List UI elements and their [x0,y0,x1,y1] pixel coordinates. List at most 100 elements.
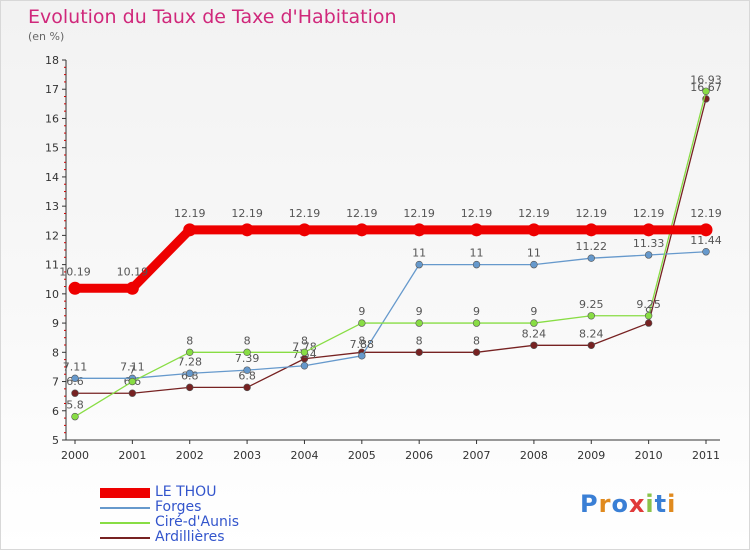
logo-letter: P [580,490,599,518]
data-label-ardillieres: 9 [645,305,652,318]
series-line-ardillieres [74,98,707,394]
data-point-forges [472,260,481,269]
data-label-ardillieres: 8 [416,334,423,347]
y-tick-label: 10 [45,288,59,301]
data-point-cire-d-aunis [128,377,137,386]
x-tick-label: 2002 [176,449,204,462]
y-tick-label: 6 [52,405,59,418]
y-tick-label: 7 [52,376,59,389]
x-tick-label: 2003 [233,449,261,462]
data-point-cire-d-aunis [702,87,710,95]
data-label-cire-d-aunis: 9 [473,305,480,318]
y-tick-label: 8 [52,346,59,359]
data-label-le-thou: 12.19 [289,207,321,220]
data-point-forges [587,254,595,262]
data-label-cire-d-aunis: 8 [301,334,308,347]
data-point-le-thou [125,281,139,295]
y-tick-label: 5 [52,434,59,447]
logo-letter: r [598,490,612,518]
y-tick-label: 12 [45,229,59,242]
chart-unit-label: (en %) [28,30,65,43]
x-tick-label: 2001 [118,449,146,462]
x-tick-label: 2007 [463,449,491,462]
legend-label-le-thou: LE THOU [155,484,217,500]
data-point-ardillieres [415,348,423,357]
data-point-cire-d-aunis [243,348,251,357]
data-label-cire-d-aunis: 8 [186,334,193,347]
data-label-ardillieres: 16.67 [690,81,722,94]
data-point-ardillieres [587,341,595,349]
data-label-cire-d-aunis: 9 [358,305,365,318]
data-label-le-thou: 12.19 [633,207,665,220]
data-label-ardillieres: 8 [358,334,365,347]
data-point-cire-d-aunis [358,319,366,327]
data-point-forges [243,366,251,374]
y-tick-label: 17 [45,83,59,96]
series-line-le-thou [70,225,711,293]
data-label-forges: 7.39 [235,352,260,365]
data-point-le-thou [699,223,713,237]
data-point-cire-d-aunis [644,312,653,320]
x-tick-label: 2006 [405,449,433,462]
legend-swatch-le-thou [100,487,150,498]
data-label-le-thou: 12.19 [576,207,608,220]
legend-label-ardillieres: Ardillières [155,529,225,545]
data-label-forges: 11 [412,247,426,260]
logo-letter: t [654,490,668,518]
data-label-cire-d-aunis: 7 [129,364,136,377]
data-label-ardillieres: 7.78 [292,341,317,354]
data-label-cire-d-aunis: 8 [244,334,251,347]
data-point-cire-d-aunis [530,319,538,327]
logo-letter: i [667,490,677,518]
data-point-le-thou [355,223,369,237]
y-tick-label: 15 [45,142,59,155]
legend-swatch-cire-d-aunis [100,521,150,524]
data-label-forges: 7.28 [177,355,202,368]
data-point-le-thou [470,223,484,237]
data-label-cire-d-aunis: 9 [416,305,423,318]
y-tick-label: 9 [52,317,59,330]
data-point-le-thou [68,281,82,295]
data-label-le-thou: 10.19 [59,265,91,278]
data-point-cire-d-aunis [186,348,194,357]
data-label-cire-d-aunis: 5.8 [66,399,84,412]
data-point-cire-d-aunis [415,319,423,327]
data-label-ardillieres: 6.8 [238,369,256,382]
data-point-forges [415,260,423,269]
data-label-forges: 11 [527,247,541,260]
y-tick-label: 13 [45,200,59,213]
data-label-cire-d-aunis: 16.93 [690,73,722,86]
logo-letter: i [645,490,655,518]
legend-swatch-forges [100,506,150,509]
data-point-le-thou [584,223,598,237]
data-label-ardillieres: 8 [473,334,480,347]
data-label-le-thou: 12.19 [690,207,722,220]
y-tick-label: 11 [45,259,59,272]
data-point-ardillieres [186,383,194,392]
data-label-ardillieres: 8.24 [522,327,547,340]
data-point-le-thou [240,223,254,237]
data-label-forges: 7.88 [350,338,375,351]
x-tick-label: 2000 [61,449,89,462]
data-point-ardillieres [243,383,251,392]
data-label-forges: 11.22 [576,240,608,253]
data-label-forges: 7.11 [120,360,145,373]
proxiti-logo: Proxiti [580,490,676,518]
legend-label-cire-d-aunis: Ciré-d'Aunis [155,514,240,530]
x-tick-label: 2009 [577,449,605,462]
y-tick-label: 14 [45,171,59,184]
data-label-le-thou: 12.19 [231,207,263,220]
data-label-forges: 11.44 [690,234,722,247]
y-tick-label: 18 [45,54,59,67]
logo-letter: x [628,490,646,518]
data-point-forges [530,260,538,269]
data-point-cire-d-aunis [472,319,481,327]
data-point-forges [71,374,79,383]
legend-item-le-thou: LE THOU [100,484,360,500]
logo-letter: o [611,490,629,518]
data-point-le-thou [642,223,656,237]
chart-title: Evolution du Taux de Taxe d'Habitation [28,6,397,28]
data-label-le-thou: 12.19 [403,207,435,220]
